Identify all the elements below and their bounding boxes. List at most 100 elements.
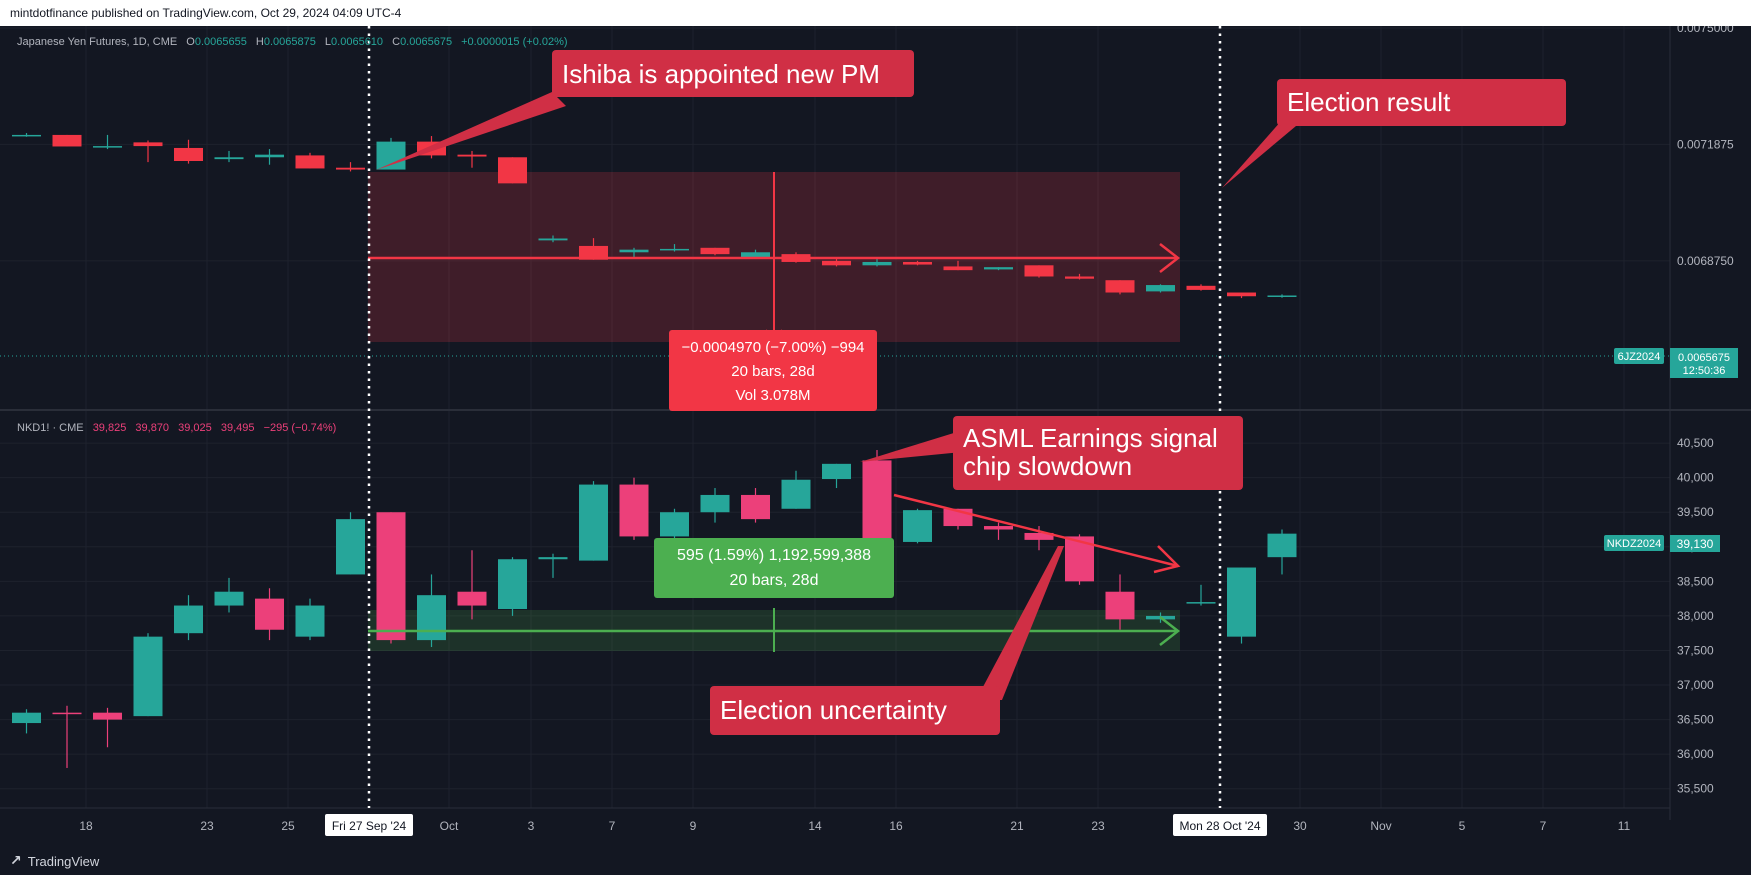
candle-body — [862, 261, 892, 266]
candle-body — [93, 146, 122, 148]
candle[interactable] — [660, 508, 689, 544]
jpy-legend: Japanese Yen Futures, 1D, CME O0.0065655… — [17, 36, 568, 48]
jpy-legend-c-key: C — [392, 36, 400, 48]
callout-election[interactable] — [1277, 79, 1566, 126]
callout-uncertainty[interactable] — [710, 686, 1000, 735]
candle-body — [1065, 276, 1094, 279]
candle[interactable] — [12, 133, 41, 137]
candle[interactable] — [255, 149, 284, 165]
candle[interactable] — [1267, 294, 1297, 298]
candle[interactable] — [1186, 284, 1216, 291]
candle[interactable] — [619, 477, 649, 540]
candle[interactable] — [862, 450, 892, 544]
nkd-measure-line1: 595 (1.59%) 1,192,599,388 — [677, 547, 871, 564]
candle[interactable] — [538, 553, 568, 578]
candle-body — [619, 249, 649, 253]
candle-body — [741, 252, 770, 258]
candle[interactable] — [174, 595, 203, 641]
candle[interactable] — [214, 150, 244, 163]
candle-body — [214, 157, 244, 160]
candle[interactable] — [133, 633, 163, 717]
jpy-measure-line1: −0.0004970 (−7.00%) −994 — [681, 339, 864, 356]
candle[interactable] — [984, 267, 1013, 271]
publisher-header: mintdotfinance published on TradingView.… — [0, 0, 1751, 26]
candle[interactable] — [1146, 284, 1175, 293]
candle-body — [822, 260, 851, 266]
candle[interactable] — [255, 588, 284, 641]
candle[interactable] — [336, 162, 365, 172]
candle[interactable] — [538, 235, 568, 243]
time-tick-label: 14 — [808, 819, 822, 833]
callout-asml[interactable] — [953, 416, 1243, 490]
candle[interactable] — [1105, 280, 1135, 295]
candle[interactable] — [498, 157, 527, 184]
candle[interactable] — [336, 512, 365, 575]
candle-body — [862, 460, 892, 540]
callout-pm[interactable] — [552, 50, 914, 97]
candle-body — [903, 261, 932, 265]
candle[interactable] — [822, 463, 851, 489]
candle[interactable] — [1105, 574, 1135, 630]
candle[interactable] — [457, 150, 487, 168]
candle[interactable] — [579, 238, 608, 260]
footer: ↗ TradingView — [0, 848, 1751, 875]
candle[interactable] — [93, 707, 122, 748]
candle[interactable] — [174, 139, 203, 164]
candle[interactable] — [376, 512, 406, 644]
candle-body — [214, 591, 244, 606]
candle[interactable] — [52, 705, 82, 768]
candle-body — [538, 557, 568, 560]
tradingview-logo[interactable]: ↗ TradingView — [10, 848, 99, 875]
candle[interactable] — [984, 522, 1013, 540]
candle[interactable] — [822, 258, 851, 267]
candle[interactable] — [1227, 567, 1256, 644]
candle[interactable] — [700, 247, 730, 256]
candle[interactable] — [1267, 529, 1297, 575]
candle[interactable] — [781, 470, 811, 509]
chart-area[interactable]: Ishiba is appointed new PM Election resu… — [0, 21, 1751, 848]
candle[interactable] — [214, 577, 244, 613]
candle[interactable] — [1227, 292, 1256, 299]
time-tick-label: 7 — [609, 819, 616, 833]
jpy-legend-l-key: L — [325, 36, 331, 48]
time-marker-end — [1173, 814, 1267, 836]
candle-body — [579, 245, 608, 260]
candle[interactable] — [903, 508, 932, 544]
candle[interactable] — [660, 244, 689, 252]
price-tick-label: 36,000 — [1677, 747, 1714, 761]
nkd-last-price-badge — [1670, 535, 1720, 552]
candle[interactable] — [1186, 584, 1216, 606]
candle[interactable] — [93, 134, 122, 150]
time-axis[interactable]: 18 23 25 Oct 3 7 9 14 16 21 23 30 Nov 5 7 11 — [79, 819, 1630, 833]
nkd-last-price: 39,130 — [1677, 537, 1714, 551]
nkd-legend-l: 39,025 — [178, 422, 212, 434]
chart-svg[interactable]: Ishiba is appointed new PM Election resu… — [0, 21, 1751, 848]
candle[interactable] — [1024, 265, 1054, 278]
candle-body — [579, 484, 608, 561]
candle-body — [1267, 295, 1297, 297]
candle[interactable] — [579, 481, 608, 561]
candle[interactable] — [133, 140, 163, 163]
candle[interactable] — [457, 550, 487, 620]
time-tick-label: 7 — [1540, 819, 1547, 833]
jpy-price-axis[interactable]: 0.0075000 0.0071875 0.0068750 — [1677, 21, 1734, 268]
candle-body — [903, 510, 932, 542]
candle[interactable] — [498, 557, 527, 616]
candle[interactable] — [417, 574, 446, 648]
candle[interactable] — [700, 488, 730, 523]
candle[interactable] — [903, 260, 932, 266]
candle-body — [336, 167, 365, 170]
candle[interactable] — [1065, 273, 1094, 280]
nkd-legend-title: NKD1! · CME — [17, 422, 84, 434]
candle[interactable] — [741, 488, 770, 523]
candle[interactable] — [943, 260, 973, 271]
candle[interactable] — [12, 709, 41, 734]
price-tick-label: 0.0068750 — [1677, 254, 1734, 268]
candle[interactable] — [52, 134, 82, 147]
candle-body — [133, 636, 163, 717]
jpy-last-price-badge — [1670, 348, 1738, 378]
candle[interactable] — [295, 598, 325, 641]
candle-body — [1267, 533, 1297, 558]
candle[interactable] — [295, 152, 325, 169]
time-tick-label: 21 — [1010, 819, 1024, 833]
